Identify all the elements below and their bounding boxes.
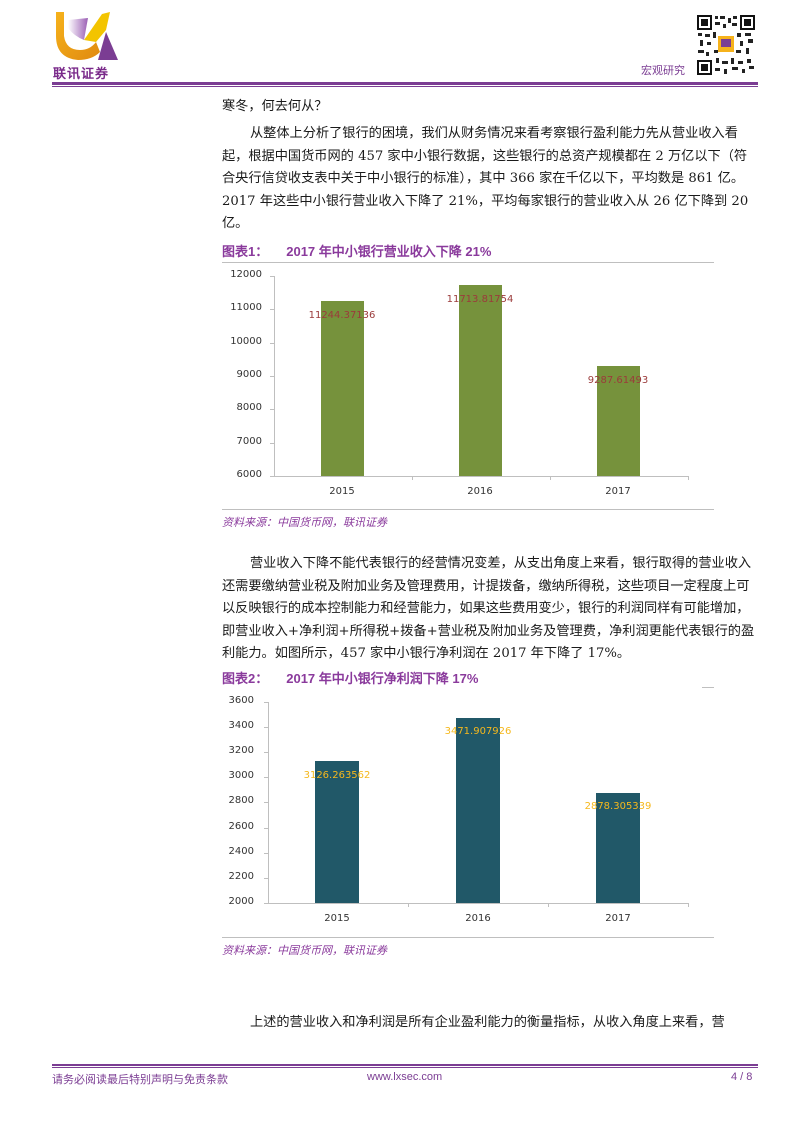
y-tick: 2600 <box>228 821 254 832</box>
bar-2017 <box>597 366 640 476</box>
x-tickmark <box>550 476 551 480</box>
y-tickmark <box>270 276 274 277</box>
y-tick: 11000 <box>230 302 262 313</box>
data-label-2015: 3126.263562 <box>303 770 371 781</box>
logo-text: 联讯证券 <box>53 67 110 82</box>
bar-2017 <box>596 793 640 903</box>
y-tick: 10000 <box>230 336 262 347</box>
y-tickmark <box>264 802 268 803</box>
x-tick-2015: 2015 <box>329 486 355 497</box>
y-tickmark <box>270 443 274 444</box>
footer-divider-thin <box>52 1067 758 1068</box>
y-axis <box>274 276 275 476</box>
bar-2016 <box>456 718 500 903</box>
y-tick: 9000 <box>236 369 262 380</box>
y-tick: 3400 <box>228 720 254 731</box>
section-heading: 寒冬，何去何从？ <box>222 99 328 114</box>
x-tick-2015: 2015 <box>324 913 350 924</box>
data-label-2015: 11244.37136 <box>308 310 376 321</box>
y-tickmark <box>270 476 274 477</box>
y-tick: 2400 <box>228 846 254 857</box>
figure-2-caption: 2017 年中小银行净利润下降 17% <box>286 671 479 686</box>
disclaimer-text: 请务必阅读最后特别声明与免责条款 <box>52 1073 228 1086</box>
y-tickmark <box>264 828 268 829</box>
page-number: 4 / 8 <box>731 1071 753 1083</box>
paragraph-1: 从整体上分析了银行的困境，我们从财务情况来看考察银行盈利能力先从营业收入看起，根… <box>222 126 749 231</box>
bar-2015 <box>315 761 359 903</box>
figure-2-top-rule-fragment <box>702 687 714 688</box>
data-label-2016: 11713.81754 <box>446 294 514 305</box>
y-tick: 2000 <box>228 896 254 907</box>
y-tickmark <box>264 777 268 778</box>
figure-1-bottom-rule <box>222 509 714 510</box>
footer-divider <box>52 1064 758 1066</box>
data-label-2017: 2878.305339 <box>584 801 652 812</box>
x-tick-2017: 2017 <box>605 913 631 924</box>
figure-1-caption: 2017 年中小银行营业收入下降 21% <box>286 244 492 259</box>
company-logo <box>54 10 120 62</box>
y-tickmark <box>270 343 274 344</box>
bar-2015 <box>321 301 364 476</box>
data-label-2017: 9287.61493 <box>587 375 649 386</box>
x-tick-2016: 2016 <box>467 486 493 497</box>
y-axis <box>268 702 269 903</box>
y-tickmark <box>270 409 274 410</box>
qr-code <box>696 14 756 76</box>
figure-2-source: 资料来源：中国货币网，联讯证券 <box>222 944 387 957</box>
x-axis <box>274 476 689 477</box>
y-tick: 6000 <box>236 469 262 480</box>
x-tick-2017: 2017 <box>605 486 631 497</box>
x-tickmark <box>548 903 549 907</box>
x-tickmark <box>688 476 689 480</box>
y-tickmark <box>270 376 274 377</box>
y-tick: 3600 <box>228 695 254 706</box>
y-tick: 7000 <box>236 436 262 447</box>
figure-1-source: 资料来源：中国货币网，联讯证券 <box>222 516 387 529</box>
x-tickmark <box>412 476 413 480</box>
y-tick: 3000 <box>228 770 254 781</box>
y-tickmark <box>264 752 268 753</box>
x-tick-2016: 2016 <box>465 913 491 924</box>
figure-2-bottom-rule <box>222 937 714 938</box>
paragraph-3: 上述的营业收入和净利润是所有企业盈利能力的衡量指标，从收入角度上来看，营 <box>250 1015 725 1030</box>
section-label: 宏观研究 <box>641 64 685 77</box>
y-tick: 3200 <box>228 745 254 756</box>
y-tickmark <box>264 727 268 728</box>
figure-2-title: 图表2： 2017 年中小银行净利润下降 17% <box>222 668 478 687</box>
website-link[interactable]: www.lxsec.com <box>367 1071 443 1083</box>
y-tickmark <box>270 309 274 310</box>
net-profit-bar-chart: 3600 3400 3200 3000 2800 2600 2400 2200 … <box>222 690 714 930</box>
y-tickmark <box>264 702 268 703</box>
bar-2016 <box>459 285 502 476</box>
figure-1-title: 图表1： 2017 年中小银行营业收入下降 21% <box>222 241 491 260</box>
header-divider <box>52 82 758 85</box>
y-tickmark <box>264 853 268 854</box>
figure-2-label: 图表2： <box>222 671 269 686</box>
data-label-2016: 3471.907926 <box>444 726 512 737</box>
y-tickmark <box>264 878 268 879</box>
x-tickmark <box>408 903 409 907</box>
y-tickmark <box>264 903 268 904</box>
figure-1-top-rule <box>222 262 714 263</box>
x-axis <box>268 903 689 904</box>
y-tick: 2200 <box>228 871 254 882</box>
y-tick: 8000 <box>236 402 262 413</box>
header-divider-thin <box>52 86 758 87</box>
paragraph-2: 营业收入下降不能代表银行的经营情况变差，从支出角度上来看，银行取得的营业收入还需… <box>222 556 755 661</box>
revenue-bar-chart: 12000 11000 10000 9000 8000 7000 6000 11… <box>222 262 714 502</box>
y-tick: 2800 <box>228 795 254 806</box>
y-tick: 12000 <box>230 269 262 280</box>
figure-1-label: 图表1： <box>222 244 269 259</box>
x-tickmark <box>688 903 689 907</box>
